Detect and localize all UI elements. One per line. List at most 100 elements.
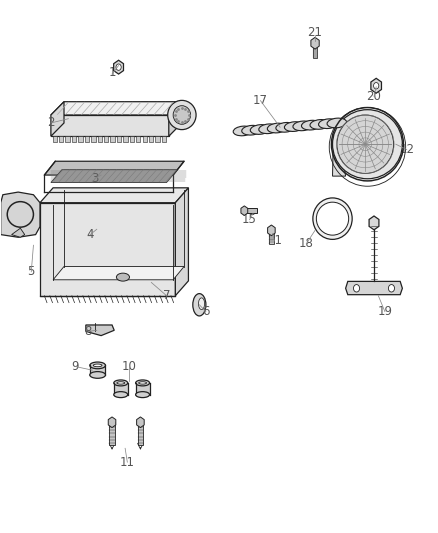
Ellipse shape <box>276 123 296 132</box>
Ellipse shape <box>293 121 313 131</box>
Circle shape <box>116 64 121 70</box>
Ellipse shape <box>117 273 130 281</box>
Polygon shape <box>51 102 182 115</box>
Polygon shape <box>114 60 124 74</box>
Bar <box>110 422 115 445</box>
Ellipse shape <box>136 380 150 386</box>
Polygon shape <box>40 188 188 203</box>
Circle shape <box>353 285 360 292</box>
Polygon shape <box>346 281 403 295</box>
Polygon shape <box>86 325 114 336</box>
Ellipse shape <box>267 123 287 133</box>
Text: 20: 20 <box>367 90 381 103</box>
Circle shape <box>374 83 379 89</box>
Ellipse shape <box>117 382 125 384</box>
Polygon shape <box>40 203 175 296</box>
Text: 5: 5 <box>28 265 35 278</box>
Ellipse shape <box>284 122 304 132</box>
Polygon shape <box>332 135 346 176</box>
Polygon shape <box>51 169 177 182</box>
Ellipse shape <box>198 298 205 310</box>
Bar <box>136 136 141 142</box>
Polygon shape <box>268 225 275 236</box>
Text: 15: 15 <box>242 213 257 226</box>
Bar <box>98 136 102 142</box>
Polygon shape <box>311 37 319 49</box>
Bar <box>66 136 70 142</box>
Bar <box>110 136 115 142</box>
Text: 9: 9 <box>71 360 79 373</box>
Ellipse shape <box>90 362 106 369</box>
Polygon shape <box>108 417 116 427</box>
Ellipse shape <box>173 106 191 124</box>
Circle shape <box>389 285 395 292</box>
Text: 19: 19 <box>378 305 392 318</box>
Ellipse shape <box>114 380 128 386</box>
Bar <box>72 136 76 142</box>
Text: 8: 8 <box>85 325 92 338</box>
Text: 3: 3 <box>91 172 98 185</box>
Bar <box>313 43 317 58</box>
Polygon shape <box>53 266 184 280</box>
Bar <box>123 136 127 142</box>
Ellipse shape <box>327 118 347 128</box>
Ellipse shape <box>301 120 321 130</box>
Bar <box>53 136 57 142</box>
Polygon shape <box>175 188 188 296</box>
Text: 17: 17 <box>253 94 268 107</box>
Ellipse shape <box>136 392 150 398</box>
Polygon shape <box>12 228 25 237</box>
Polygon shape <box>51 102 64 136</box>
Bar <box>104 136 108 142</box>
Ellipse shape <box>242 125 261 135</box>
Ellipse shape <box>233 126 253 136</box>
Polygon shape <box>137 417 144 427</box>
Bar <box>138 422 143 445</box>
Polygon shape <box>241 206 248 215</box>
Bar <box>85 136 89 142</box>
Bar <box>136 383 150 394</box>
Ellipse shape <box>139 382 147 384</box>
Bar <box>162 136 166 142</box>
Ellipse shape <box>193 294 206 316</box>
Text: 21: 21 <box>307 26 322 39</box>
Polygon shape <box>44 161 184 175</box>
Text: 18: 18 <box>299 237 314 250</box>
Text: 21: 21 <box>267 235 282 247</box>
Bar <box>90 366 106 375</box>
Bar <box>244 208 258 213</box>
Ellipse shape <box>259 124 279 134</box>
Bar <box>117 136 121 142</box>
Polygon shape <box>369 216 379 230</box>
Ellipse shape <box>332 110 403 179</box>
Ellipse shape <box>93 364 102 367</box>
Bar <box>149 136 153 142</box>
Ellipse shape <box>313 198 352 239</box>
Bar <box>155 136 160 142</box>
Ellipse shape <box>250 125 270 134</box>
Text: 2: 2 <box>47 117 55 130</box>
Ellipse shape <box>316 202 349 235</box>
Polygon shape <box>1 192 40 237</box>
Ellipse shape <box>114 392 128 398</box>
Bar <box>91 136 95 142</box>
Bar <box>78 136 83 142</box>
Ellipse shape <box>310 119 330 130</box>
Bar <box>114 383 128 394</box>
Text: 6: 6 <box>202 305 210 318</box>
Ellipse shape <box>318 119 338 128</box>
Ellipse shape <box>337 115 394 173</box>
Bar <box>59 136 64 142</box>
Text: 4: 4 <box>86 228 94 241</box>
Text: 1: 1 <box>108 66 116 79</box>
Text: 10: 10 <box>122 360 137 373</box>
Polygon shape <box>371 78 381 93</box>
Polygon shape <box>169 102 182 136</box>
Polygon shape <box>51 115 169 136</box>
Bar <box>142 136 147 142</box>
Bar <box>269 230 274 244</box>
Text: 12: 12 <box>399 143 414 156</box>
Bar <box>130 136 134 142</box>
Ellipse shape <box>90 372 106 378</box>
Text: 11: 11 <box>120 456 135 469</box>
